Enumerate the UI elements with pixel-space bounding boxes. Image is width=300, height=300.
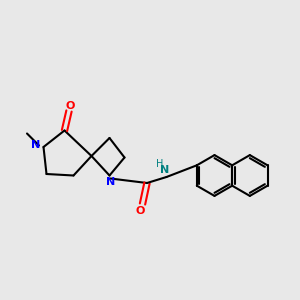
Text: O: O — [66, 100, 75, 111]
Text: N: N — [160, 165, 169, 176]
Text: O: O — [135, 206, 145, 216]
Text: H: H — [156, 159, 164, 170]
Text: N: N — [106, 177, 115, 187]
Text: N: N — [32, 140, 40, 151]
